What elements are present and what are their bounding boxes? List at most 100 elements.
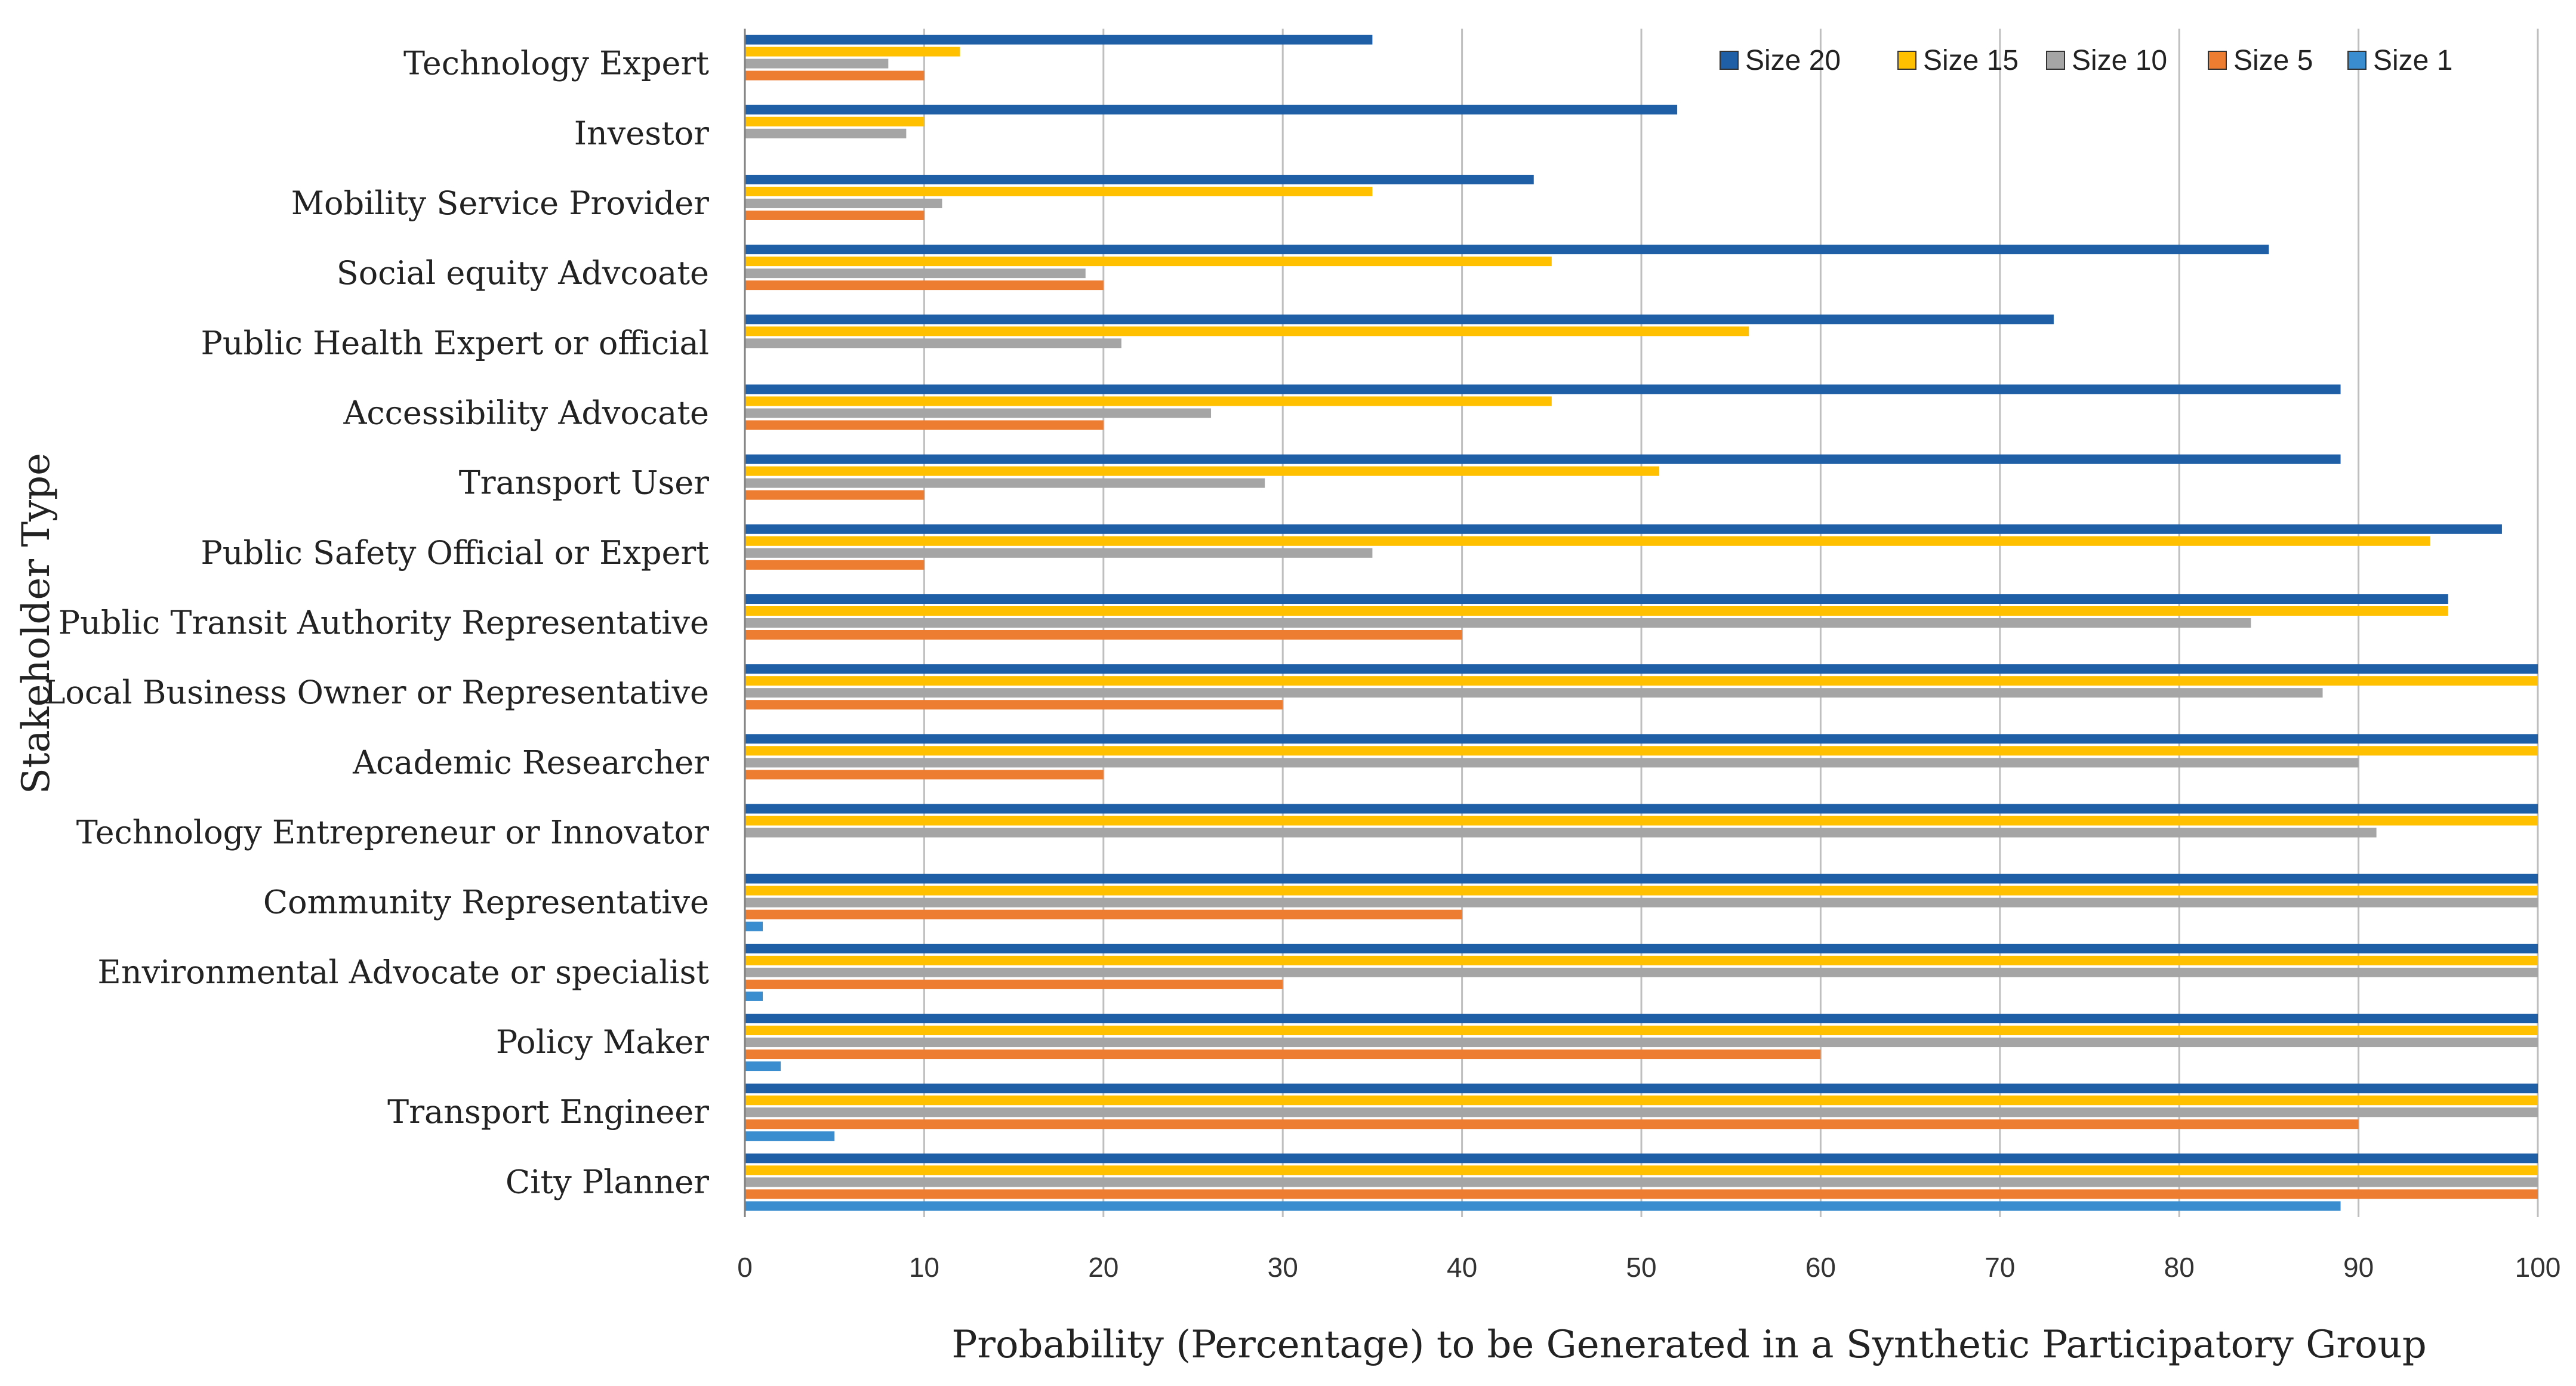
category-label: Local Business Owner or Representative [44,674,709,711]
category-label: City Planner [506,1163,709,1200]
bar-size-1-14: Policy Maker — Size 1: 2 [745,1061,781,1072]
bar-size-15-10: Academic Researcher — Size 15: 100 [745,746,2538,756]
bar-size-15-13: Environmental Advocate or specialist — S… [745,955,2538,965]
bar-size-5-0: Technology Expert — Size 5: 10 [745,70,925,81]
bar-size-15-5: Accessibility Advocate — Size 15: 45 [745,396,1552,406]
x-tick-label: 0 [737,1252,753,1283]
bar-size-5-6: Transport User — Size 5: 10 [745,490,925,500]
bar-size-15-15: Transport Engineer — Size 15: 100 [745,1095,2538,1106]
legend: Size 20 Size 15 Size 10 Size 5 Size 1 [1720,45,2452,76]
bar-size-15-12: Community Representative — Size 15: 100 [745,885,2538,896]
tick-labels: 0 10 20 30 40 50 60 70 80 90 100 [737,1252,2560,1283]
category-label: Transport Engineer [387,1093,709,1131]
bar-size-5-3: Social equity Advcoate — Size 5: 20 [745,280,1104,291]
category-label: Environmental Advocate or specialist [97,953,709,991]
bar-size-10-3: Social equity Advcoate — Size 10: 19 [745,268,1086,279]
category-label: Community Representative [263,884,709,921]
category-label: Technology Expert [403,45,709,82]
legend-label-size-15: Size 15 [1923,45,2019,76]
bar-size-10-6: Transport User — Size 10: 29 [745,478,1265,488]
legend-label-size-20: Size 20 [1745,45,1841,76]
x-tick-label: 40 [1447,1252,1477,1283]
category-label: Social equity Advcoate [337,254,709,292]
bar-size-1-15: Transport Engineer — Size 1: 5 [745,1131,835,1141]
bars-group: Technology Expert — Size 20: 35 Technolog… [745,35,2538,1211]
bar-size-20-6: Transport User — Size 20: 89 [745,454,2341,464]
bar-size-10-1: Investor — Size 10: 9 [745,128,907,138]
bar-size-10-9: Local Business Owner or Representative —… [745,688,2323,698]
bar-size-15-0: Technology Expert — Size 15: 12 [745,47,960,57]
bar-size-20-13: Environmental Advocate or specialist — S… [745,943,2538,953]
bar-size-5-13: Environmental Advocate or specialist — S… [745,979,1283,989]
bar-size-20-12: Community Representative — Size 20: 100 [745,873,2538,884]
bar-size-15-8: Public Transit Authority Representative … [745,606,2448,616]
bar-size-5-2: Mobility Service Provider — Size 5: 10 [745,210,925,220]
legend-swatch-size-5 [2208,51,2227,70]
x-tick-label: 10 [909,1252,939,1283]
bar-size-10-5: Accessibility Advocate — Size 10: 26 [745,408,1212,418]
bar-size-1-16: City Planner — Size 1: 89 [745,1201,2341,1211]
bar-size-15-1: Investor — Size 15: 10 [745,116,925,126]
category-label: Academic Researcher [352,743,709,781]
bar-size-15-6: Transport User — Size 15: 51 [745,466,1660,476]
legend-label-size-10: Size 10 [2072,45,2167,76]
bar-size-20-16: City Planner — Size 20: 100 [745,1153,2538,1163]
bar-size-10-10: Academic Researcher — Size 10: 90 [745,758,2359,768]
bar-size-10-8: Public Transit Authority Representative … [745,618,2251,628]
bar-size-5-15: Transport Engineer — Size 5: 90 [745,1119,2359,1129]
x-tick-label: 80 [2164,1252,2195,1283]
x-axis-title: Probability (Percentage) to be Generated… [951,1323,2426,1367]
bar-size-20-2: Mobility Service Provider — Size 20: 44 [745,174,1534,184]
x-tick-label: 30 [1268,1252,1298,1283]
bar-size-20-0: Technology Expert — Size 20: 35 [745,35,1373,45]
legend-label-size-5: Size 5 [2233,45,2313,76]
bar-size-5-7: Public Safety Official or Expert — Size … [745,560,925,570]
bar-size-5-16: City Planner — Size 5: 100 [745,1189,2538,1199]
x-tick-label: 100 [2515,1252,2561,1283]
category-label: Public Transit Authority Representative [58,604,709,641]
bar-size-15-2: Mobility Service Provider — Size 15: 35 [745,186,1373,196]
bar-size-10-2: Mobility Service Provider — Size 10: 11 [745,198,942,208]
bar-size-20-15: Transport Engineer — Size 20: 100 [745,1084,2538,1094]
legend-swatch-size-20 [1720,51,1739,70]
category-label: Policy Maker [496,1023,709,1061]
bar-size-10-0: Technology Expert — Size 10: 8 [745,58,889,69]
x-tick-label: 60 [1805,1252,1836,1283]
bar-size-10-14: Policy Maker — Size 10: 100 [745,1038,2538,1048]
legend-swatch-size-15 [1897,51,1916,70]
category-label: Mobility Service Provider [291,184,709,222]
bar-size-10-16: City Planner — Size 10: 100 [745,1177,2538,1187]
category-label: Accessibility Advocate [343,394,709,431]
bar-size-5-9: Local Business Owner or Representative —… [745,700,1283,710]
category-labels: Technology Expert Investor Mobility Servic… [44,45,710,1201]
bar-size-10-4: Public Health Expert or official — Size … [745,338,1121,348]
bar-size-1-12: Community Representative — Size 1: 1 [745,921,763,931]
legend-swatch-size-10 [2046,51,2065,70]
category-label: Public Safety Official or Expert [201,534,709,572]
bar-size-10-11: Technology Entrepreneur or Innovator — S… [745,828,2377,838]
bar-size-20-8: Public Transit Authority Representative … [745,594,2448,604]
bar-size-1-13: Environmental Advocate or specialist — S… [745,991,763,1001]
bar-size-10-7: Public Safety Official or Expert — Size … [745,548,1373,558]
bar-size-5-12: Community Representative — Size 5: 40 [745,909,1462,919]
bar-size-15-11: Technology Entrepreneur or Innovator — S… [745,816,2538,826]
bar-size-5-14: Policy Maker — Size 5: 60 [745,1049,1821,1060]
bar-size-20-3: Social equity Advcoate — Size 20: 85 [745,245,2269,255]
bar-size-20-11: Technology Entrepreneur or Innovator — S… [745,804,2538,814]
category-label: Transport User [459,464,709,502]
x-tick-label: 20 [1088,1252,1118,1283]
bar-size-20-5: Accessibility Advocate — Size 20: 89 [745,384,2341,394]
bar-size-10-13: Environmental Advocate or specialist — S… [745,967,2538,977]
bar-size-20-9: Local Business Owner or Representative —… [745,664,2538,674]
bar-size-15-16: City Planner — Size 15: 100 [745,1165,2538,1175]
category-label: Public Health Expert or official [201,324,709,362]
bar-size-10-15: Transport Engineer — Size 10: 100 [745,1107,2538,1118]
bar-size-5-8: Public Transit Authority Representative … [745,630,1462,640]
x-tick-label: 90 [2343,1252,2374,1283]
legend-swatch-size-1 [2347,51,2367,70]
bar-size-20-14: Policy Maker — Size 20: 100 [745,1014,2538,1024]
bar-size-15-9: Local Business Owner or Representative —… [745,676,2538,686]
bar-size-15-3: Social equity Advcoate — Size 15: 45 [745,257,1552,267]
bar-size-5-5: Accessibility Advocate — Size 5: 20 [745,420,1104,430]
